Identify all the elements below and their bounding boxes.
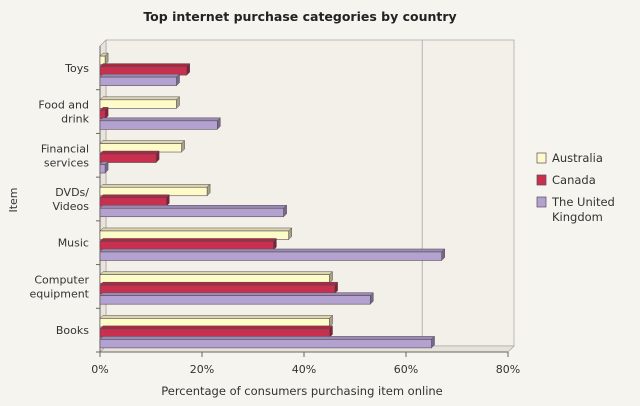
bar bbox=[99, 150, 160, 164]
bar-top-face bbox=[99, 140, 186, 144]
bar-front-face bbox=[99, 230, 289, 240]
bar-front-face bbox=[99, 99, 177, 109]
bar bbox=[99, 227, 293, 241]
bar-top-face bbox=[99, 248, 446, 253]
bar-top-face bbox=[99, 325, 334, 330]
bar-front-face bbox=[99, 251, 443, 261]
x-axis-label: Percentage of consumers purchasing item … bbox=[161, 384, 443, 398]
bar-top-face bbox=[99, 96, 181, 101]
bar-front-face bbox=[99, 153, 157, 163]
legend-item: The United Kingdom bbox=[536, 195, 615, 224]
bar-front-face bbox=[99, 186, 208, 197]
bar bbox=[99, 292, 374, 305]
bar bbox=[99, 204, 288, 218]
y-tick-label: Computer equipment bbox=[29, 273, 89, 300]
bar-front-face bbox=[99, 284, 335, 294]
bar-front-face bbox=[99, 66, 187, 76]
y-tick-label: Toys bbox=[64, 62, 89, 75]
legend-label: The United Kingdom bbox=[551, 195, 615, 224]
bar-front-face bbox=[99, 143, 182, 153]
legend-swatch bbox=[536, 196, 547, 208]
bar-top-face bbox=[99, 271, 334, 275]
legend-item: Canada bbox=[536, 173, 596, 187]
bar-top-face bbox=[99, 238, 278, 242]
y-tick-label: Music bbox=[58, 237, 89, 250]
bar-top-face bbox=[99, 227, 293, 232]
legend-swatch bbox=[536, 174, 547, 186]
bar bbox=[99, 271, 334, 284]
bar bbox=[99, 194, 170, 207]
bar-top-face bbox=[99, 315, 334, 319]
bar-top-face bbox=[99, 63, 191, 67]
bar-top-face bbox=[99, 194, 170, 198]
bar bbox=[99, 183, 211, 197]
bar-top-face bbox=[99, 281, 339, 286]
bar-front-face bbox=[99, 207, 284, 218]
bar bbox=[99, 281, 339, 295]
bar bbox=[99, 314, 334, 328]
bar bbox=[99, 160, 109, 174]
bar-top-face bbox=[99, 150, 160, 155]
x-tick-label: 20% bbox=[190, 363, 214, 376]
bar-top-face bbox=[99, 205, 288, 209]
bar-top-face bbox=[99, 184, 211, 188]
x-tick-label: 0% bbox=[91, 363, 108, 376]
bar-front-face bbox=[99, 110, 106, 120]
bar bbox=[99, 52, 109, 66]
x-tick-label: 40% bbox=[292, 363, 316, 376]
x-tick-label: 80% bbox=[496, 363, 520, 376]
legend-label: Australia bbox=[552, 151, 603, 165]
bar-top-face bbox=[99, 292, 374, 296]
legend-item: Australia bbox=[536, 151, 603, 165]
bar bbox=[99, 106, 109, 120]
bar bbox=[99, 96, 181, 109]
legend-label: Canada bbox=[552, 173, 596, 187]
bar-front-face bbox=[99, 318, 330, 328]
bar bbox=[99, 63, 191, 76]
bar bbox=[99, 139, 186, 153]
legend-swatch bbox=[536, 152, 547, 164]
chart-title: Top internet purchase categories by coun… bbox=[143, 9, 456, 24]
bar-top-face bbox=[99, 73, 181, 78]
bar-top-face bbox=[99, 117, 221, 122]
y-tick-label: Financial services bbox=[41, 142, 89, 169]
bar-top-face bbox=[99, 336, 436, 340]
bar-front-face bbox=[99, 274, 330, 284]
bar-front-face bbox=[99, 76, 177, 86]
bar bbox=[99, 237, 278, 251]
bar-front-face bbox=[99, 120, 218, 130]
bar-front-face bbox=[99, 197, 167, 207]
bar bbox=[99, 335, 436, 349]
bar bbox=[99, 73, 181, 87]
y-axis-label: Item bbox=[7, 187, 20, 212]
bar-front-face bbox=[99, 295, 371, 305]
y-tick-label: Food and drink bbox=[38, 99, 89, 126]
bar bbox=[99, 325, 334, 338]
bar-front-face bbox=[99, 55, 106, 65]
y-tick-label: DVDs/Videos bbox=[52, 186, 89, 213]
bar-front-face bbox=[99, 339, 432, 349]
bar bbox=[99, 117, 221, 130]
x-tick-label: 60% bbox=[394, 363, 418, 376]
bar-front-face bbox=[99, 328, 330, 338]
y-tick-label: Books bbox=[56, 324, 89, 337]
bar bbox=[99, 248, 446, 262]
bar-front-face bbox=[99, 164, 106, 174]
bar-front-face bbox=[99, 241, 274, 251]
